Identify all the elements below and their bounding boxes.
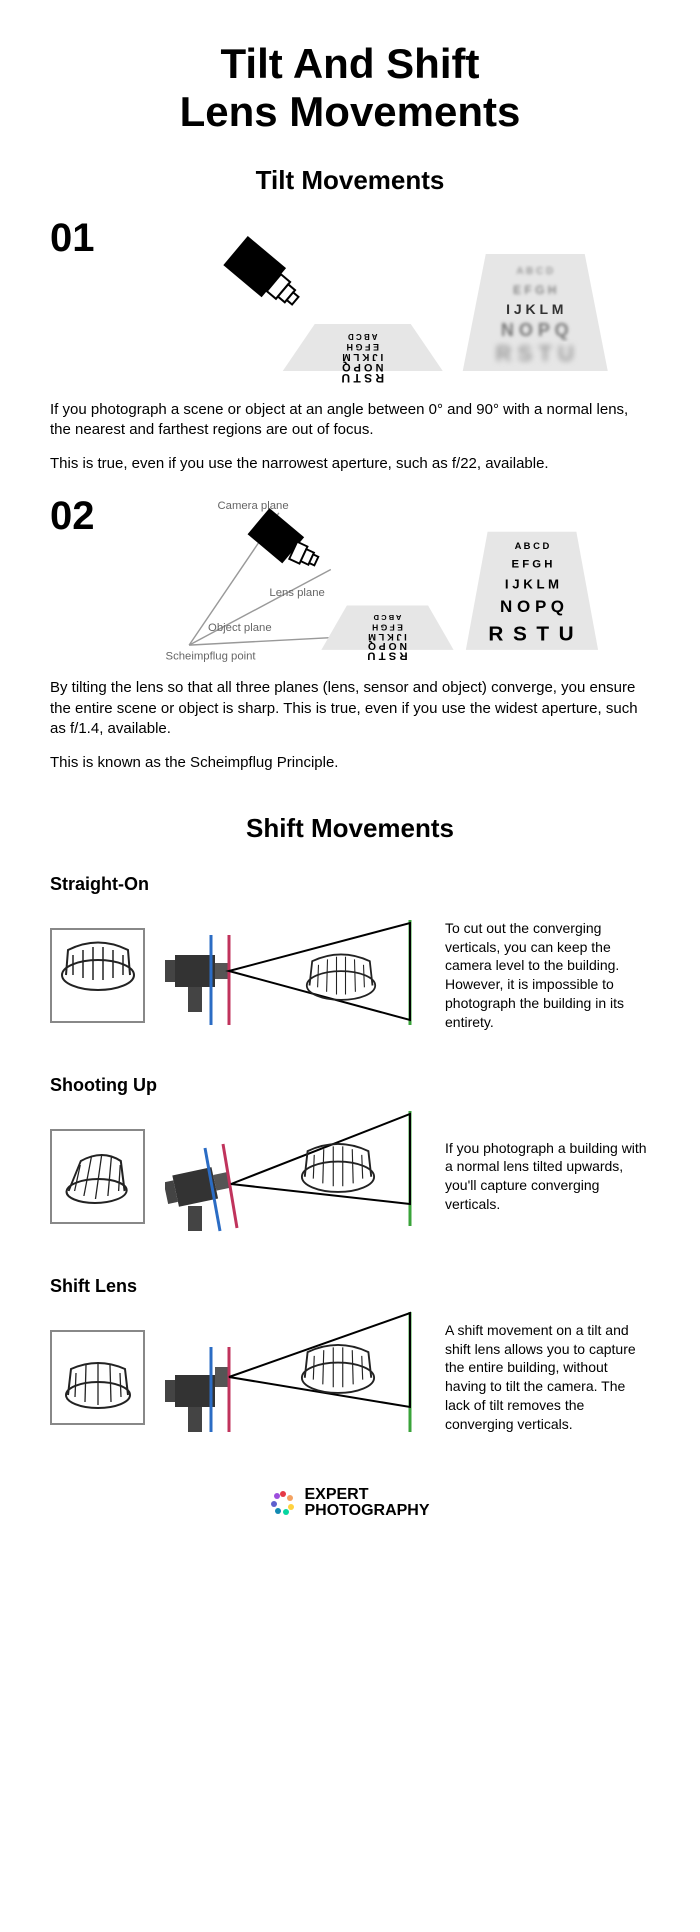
flat-chart: A B C D E F G H I J K L M N O P Q R S T … <box>321 606 453 662</box>
tilt-01-para1: If you photograph a scene or object at a… <box>50 400 650 441</box>
colosseum-skewed-icon <box>58 1136 138 1216</box>
lens-diagram <box>165 1307 425 1447</box>
colosseum-icon <box>307 955 375 1000</box>
tilt-02-para1: By tilting the lens so that all three pl… <box>50 678 650 739</box>
svg-text:N O P Q: N O P Q <box>500 597 564 616</box>
brand-logo-icon <box>270 1490 296 1516</box>
scheimpflug-label: Scheimpflug point <box>165 651 256 663</box>
straight-diagram <box>165 905 425 1045</box>
view-cone <box>229 923 410 1020</box>
colosseum-full-icon <box>58 1337 138 1417</box>
camera-side-icon <box>165 1165 232 1210</box>
svg-text:R S T U: R S T U <box>495 341 573 366</box>
straight-title: Straight-On <box>50 874 650 895</box>
lens-title: Shift Lens <box>50 1276 650 1297</box>
colosseum-icon <box>302 1345 374 1393</box>
svg-text:N O P Q: N O P Q <box>367 641 406 652</box>
lens-thumb <box>50 1330 145 1425</box>
camera-side-icon <box>165 1367 229 1432</box>
camera-plane-label: Camera plane <box>217 500 288 512</box>
title-line1: Tilt And Shift <box>221 40 480 87</box>
flat-chart: A B C D E F G H I J K L M N O P Q R S T … <box>282 324 442 385</box>
svg-text:E F G H: E F G H <box>346 342 379 352</box>
svg-text:A B C D: A B C D <box>516 266 553 277</box>
lens-plane-label: Lens plane <box>269 587 324 599</box>
object-plane-label: Object plane <box>208 622 272 634</box>
svg-text:I J K L M: I J K L M <box>506 301 563 317</box>
svg-text:I J K L M: I J K L M <box>342 351 383 362</box>
up-text: If you photograph a building with a norm… <box>445 1139 650 1215</box>
step-number: 02 <box>50 494 95 539</box>
tilt-01-para2: This is true, even if you use the narrow… <box>50 454 650 474</box>
svg-text:I J K L M: I J K L M <box>504 577 558 592</box>
svg-text:I J K L M: I J K L M <box>368 631 407 642</box>
brand-line1: EXPERT <box>304 1487 429 1503</box>
shift-up-row: If you photograph a building with a norm… <box>50 1106 650 1246</box>
camera-icon <box>223 236 307 315</box>
svg-text:E F G H: E F G H <box>511 559 552 571</box>
tilt-step-01: 01 A B C D E F G H I J K L M N O P Q R S… <box>50 216 650 386</box>
brand-line2: PHOTOGRAPHY <box>304 1503 429 1519</box>
svg-text:A B C D: A B C D <box>514 541 549 552</box>
view-cone <box>229 1313 410 1407</box>
svg-text:N O P Q: N O P Q <box>500 320 568 340</box>
lens-text: A shift movement on a tilt and shift len… <box>445 1321 650 1434</box>
title-line2: Lens Movements <box>180 88 521 135</box>
straight-text: To cut out the converging verticals, you… <box>445 919 650 1032</box>
colosseum-cropped-icon <box>58 940 138 1010</box>
tilt-diagram-01: A B C D E F G H I J K L M N O P Q R S T … <box>115 216 651 386</box>
svg-text:R S T U: R S T U <box>488 623 575 646</box>
tilt-diagram-02: Camera plane Lens plane Object plane Sch… <box>115 494 651 664</box>
svg-text:R S T U: R S T U <box>367 650 407 662</box>
shift-straight-row: To cut out the converging verticals, you… <box>50 905 650 1045</box>
up-thumb <box>50 1129 145 1224</box>
svg-text:A B C D: A B C D <box>347 332 377 341</box>
svg-text:E F G H: E F G H <box>513 283 556 297</box>
svg-text:R S T U: R S T U <box>341 371 384 385</box>
svg-text:A B C D: A B C D <box>373 613 401 622</box>
step-number: 01 <box>50 216 95 261</box>
footer-brand: EXPERT PHOTOGRAPHY <box>50 1487 650 1519</box>
page-title: Tilt And Shift Lens Movements <box>50 40 650 137</box>
upright-chart-sharp: A B C D E F G H I J K L M N O P Q R S T … <box>465 532 597 650</box>
shift-lens-row: A shift movement on a tilt and shift len… <box>50 1307 650 1447</box>
up-diagram <box>165 1106 425 1246</box>
straight-thumb <box>50 928 145 1023</box>
up-title: Shooting Up <box>50 1075 650 1096</box>
camera-icon <box>247 509 324 582</box>
shift-heading: Shift Movements <box>50 813 650 844</box>
tilt-02-para2: This is known as the Scheimpflug Princip… <box>50 753 650 773</box>
upright-chart-blurred: A B C D E F G H I J K L M N O P Q R S T … <box>462 254 607 371</box>
tilt-step-02: 02 Camera plane Lens plane Object plane … <box>50 494 650 664</box>
camera-side-icon <box>165 955 229 1012</box>
tilt-heading: Tilt Movements <box>50 165 650 196</box>
